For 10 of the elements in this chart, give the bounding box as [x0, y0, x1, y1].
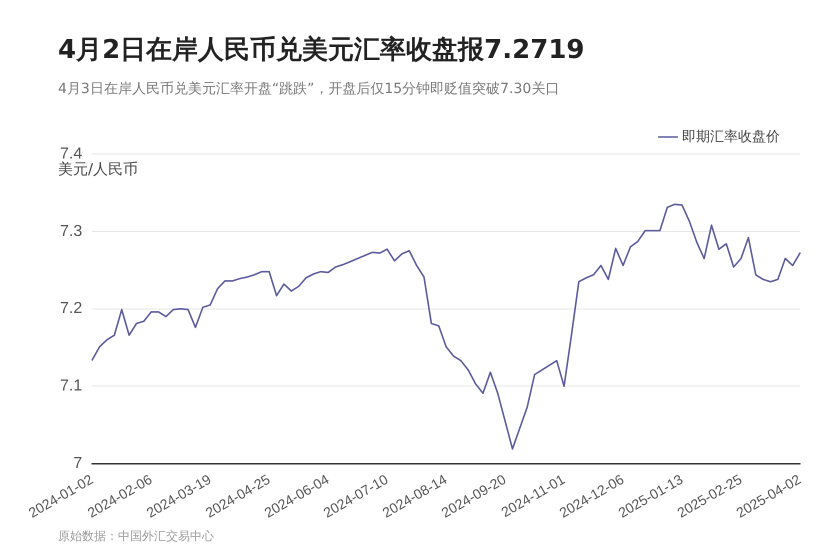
y-tick-label: 7.2 — [60, 300, 82, 318]
chart-subtitle: 4月3日在岸人民币兑美元汇率开盘“跳跌”，开盘后仅15分钟即贬值突破7.30关口 — [58, 80, 560, 98]
y-tick-label: 7.3 — [60, 222, 82, 240]
y-tick-label: 7 — [73, 455, 82, 472]
y-axis-title: 美元/人民币 — [58, 160, 138, 178]
legend-label: 即期汇率收盘价 — [682, 128, 780, 144]
chart-title: 4月2日在岸人民币兑美元汇率收盘报7.2719 — [58, 34, 585, 67]
y-tick-label: 7.4 — [60, 145, 82, 162]
text: 原始数据：中国外汇交易中心 — [58, 528, 214, 545]
y-tick-label: 7.1 — [60, 378, 82, 395]
